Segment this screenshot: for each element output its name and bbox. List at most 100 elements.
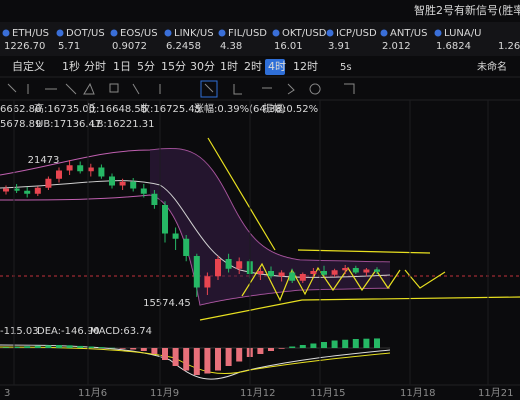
macd-bar	[98, 347, 105, 348]
drawing-tools	[7, 80, 355, 98]
macd-bar	[66, 345, 73, 348]
candle-body	[204, 276, 211, 288]
macd-info: -115.03	[0, 326, 39, 337]
selected-tool[interactable]	[200, 80, 218, 98]
tool-icons[interactable]	[7, 82, 355, 95]
ticker-icon[interactable]	[56, 29, 64, 37]
macd-bar	[331, 340, 338, 348]
ticker-price[interactable]: 1.26	[498, 41, 520, 52]
high-label: 21473	[28, 155, 60, 166]
macd-bar	[151, 348, 158, 354]
candle-body	[183, 238, 190, 256]
ticker-bar	[0, 22, 520, 56]
macd-bar	[310, 343, 317, 348]
quote-info: 6662.80	[0, 104, 41, 115]
period-button[interactable]: 1日	[113, 60, 131, 73]
signal-text[interactable]: 智胜2号有新信号(胜率 5	[414, 3, 520, 17]
macd-bar	[342, 339, 349, 348]
period-button[interactable]: 分时	[84, 60, 106, 73]
macd-bar	[13, 346, 20, 348]
candle-body	[3, 188, 9, 192]
quote-info: 高:16735.00	[34, 102, 95, 115]
ticker-icon[interactable]	[380, 29, 388, 37]
candle-body	[109, 176, 115, 186]
period-button[interactable]: 30分	[190, 60, 215, 73]
candle-body	[140, 188, 147, 194]
mid-band	[0, 180, 391, 278]
dea-line	[0, 346, 391, 375]
macd-bar	[215, 348, 221, 371]
ticker-symbol[interactable]: FIL/USD	[228, 28, 267, 39]
date-label: 11月6	[78, 387, 107, 399]
ticker-symbol[interactable]: ETH/US	[12, 28, 49, 39]
macd-bar	[299, 345, 306, 348]
macd-bar	[289, 346, 296, 348]
period-button[interactable]: 2时	[244, 60, 262, 73]
candle-body	[172, 233, 179, 239]
ticker-icon[interactable]	[326, 29, 334, 37]
macd-bar	[87, 346, 94, 348]
candle-body	[151, 193, 158, 205]
ticker-price[interactable]: 2.012	[382, 41, 411, 52]
period-button[interactable]: 5分	[137, 60, 155, 73]
ticker-icon[interactable]	[2, 29, 10, 37]
boll-info: UB:17136.47	[36, 119, 101, 130]
macd-bar	[172, 348, 179, 366]
macd-bar	[34, 345, 41, 348]
ticker-price[interactable]: 0.9072	[112, 41, 147, 52]
period-selected[interactable]	[265, 59, 285, 75]
ticker-icon[interactable]	[164, 29, 172, 37]
macd-bar	[257, 348, 264, 354]
macd-bar	[130, 348, 137, 350]
ticker-symbol[interactable]: LINK/US	[174, 28, 214, 39]
candle-body	[87, 167, 94, 172]
ticker-icon[interactable]	[218, 29, 226, 37]
ticker-price[interactable]: 1226.70	[4, 41, 45, 52]
ticker-price[interactable]: 1.6824	[436, 41, 471, 52]
macd-bar	[278, 348, 285, 349]
macd-bar	[321, 342, 327, 348]
candle-body	[34, 187, 41, 194]
period-button[interactable]: 1时	[220, 60, 238, 73]
candle-body	[66, 165, 73, 171]
ticker-symbol[interactable]: EOS/US	[120, 28, 158, 39]
ticker-symbol[interactable]: ANT/US	[390, 28, 427, 39]
account-button[interactable]: 未命名	[477, 60, 507, 73]
ticker-symbol[interactable]: LUNA/U	[444, 28, 481, 39]
ticker-price[interactable]: 4.38	[220, 41, 242, 52]
candle-body	[268, 271, 274, 277]
speed-button[interactable]: 5s	[340, 62, 352, 73]
ticker-price[interactable]: 5.71	[58, 41, 80, 52]
ticker-symbol[interactable]: DOT/US	[66, 28, 105, 39]
quote-info: 低:16648.55	[86, 102, 147, 115]
ticker-icon[interactable]	[110, 29, 118, 37]
boll-info: LB:16221.31	[91, 119, 155, 130]
ticker-icon[interactable]	[434, 29, 442, 37]
ticker-price[interactable]: 6.2458	[166, 41, 201, 52]
ticker-price[interactable]: 3.91	[328, 41, 350, 52]
candle-body	[130, 181, 137, 189]
candle-body	[13, 188, 20, 191]
period-button[interactable]: 12时	[293, 60, 318, 73]
macd-bar	[236, 348, 243, 362]
ticker-price[interactable]: 16.01	[274, 41, 303, 52]
period-button[interactable]: 15分	[161, 60, 186, 73]
ticker-icon[interactable]	[272, 29, 280, 37]
ticker-symbol[interactable]: OKT/USD	[282, 28, 327, 39]
date-label: 11月21	[478, 387, 513, 399]
ticker-symbol[interactable]: ICP/USD	[336, 28, 377, 39]
candle-body	[257, 271, 264, 274]
period-button[interactable]: 4时	[268, 60, 286, 73]
macd-bar	[119, 348, 126, 349]
macd-bar	[183, 348, 190, 371]
upper-band	[0, 147, 391, 263]
macd-bar	[140, 348, 147, 351]
band-fill	[150, 148, 390, 305]
candle-body	[310, 271, 317, 274]
period-button[interactable]: 1秒	[62, 59, 80, 73]
boll-info: 5678.89	[0, 119, 41, 130]
custom-button[interactable]: 自定义	[12, 59, 45, 73]
candle-body	[352, 268, 359, 273]
annotations	[199, 137, 520, 321]
